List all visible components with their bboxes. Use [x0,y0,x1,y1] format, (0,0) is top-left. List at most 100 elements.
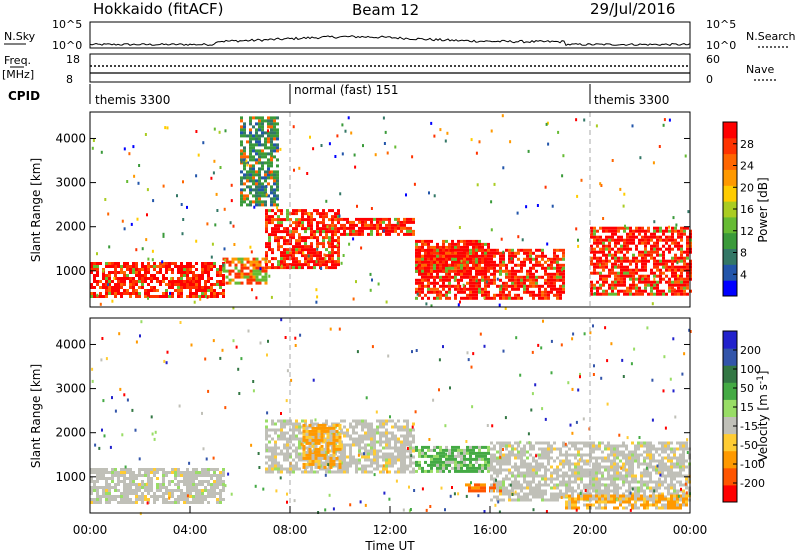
heatmap-cell [376,428,379,432]
heatmap-cell [430,463,433,467]
heatmap-cell [433,254,436,258]
heatmap-cell [565,462,568,466]
heatmap-cell [602,280,605,284]
heatmap-cell [442,242,445,246]
heatmap-cell [331,245,334,249]
heatmap-cell [421,245,424,249]
heatmap-cell [592,486,595,490]
heatmap-cell [394,455,397,459]
heatmap-cell [593,292,596,296]
heatmap-cell [123,283,126,286]
heatmap-cell [264,281,268,285]
heatmap-cell [358,437,361,441]
heatmap-cell [684,154,687,158]
heatmap-cell [610,480,613,484]
heatmap-cell [189,501,192,504]
heatmap-cell [454,263,457,267]
heatmap-cell [243,155,246,159]
heatmap-cell [385,223,388,227]
heatmap-cell [526,498,529,502]
heatmap-cell [267,134,270,138]
heatmap-cell [462,283,465,287]
heatmap-cell [204,265,207,268]
heatmap-cell [484,457,487,461]
colorbar-tick-label: 8 [740,247,747,260]
heatmap-cell [668,268,671,272]
heatmap-cell [274,464,277,468]
heatmap-cell [105,277,108,280]
heatmap-cell [526,287,529,291]
heatmap-cell [215,192,218,196]
heatmap-cell [214,223,217,227]
heatmap-cell [613,453,616,457]
heatmap-cell [474,489,477,493]
heatmap-cell [177,268,180,271]
heatmap-cell [463,448,466,452]
heatmap-cell [225,269,229,273]
heatmap-cell [283,434,286,438]
heatmap-cell [96,489,99,492]
heatmap-cell [686,244,689,248]
heatmap-cell [316,230,319,234]
heatmap-cell [204,280,207,283]
heatmap-cell [529,266,532,270]
heatmap-cell [332,462,336,466]
heatmap-cell [686,271,689,275]
heatmap-cell [364,431,367,435]
heatmap-cell [508,492,511,496]
heatmap-cell [355,464,358,468]
heatmap-cell [632,229,635,233]
heatmap-cell [114,468,117,471]
heatmap-cell [132,145,135,149]
heatmap-cell [454,242,457,246]
heatmap-cell [541,483,544,487]
heatmap-cell [361,446,364,450]
heatmap-cell [638,232,641,236]
heatmap-cell [141,268,144,271]
heatmap-cell [364,220,367,224]
heatmap-cell [280,236,283,240]
heatmap-cell [274,233,277,237]
heatmap-cell [608,283,611,287]
heatmap-cell [490,257,493,261]
heatmap-cell [514,480,517,484]
heatmap-cell [436,263,439,267]
heatmap-cell [334,227,337,231]
heatmap-cell [436,466,439,470]
heatmap-cell [599,182,602,186]
heatmap-cell [243,122,246,126]
heatmap-cell [568,480,571,484]
heatmap-cell [213,265,216,268]
heatmap-cell [337,467,340,471]
nsky-panel: N.Sky 10^5 10^0 10^5 10^0 N.Search [4,18,796,52]
heatmap-cell [358,217,361,221]
heatmap-cell [629,274,632,278]
heatmap-cell [647,226,650,230]
heatmap-cell [271,419,274,423]
heatmap-cell [295,464,298,468]
heatmap-cell [433,194,436,198]
heatmap-cell [320,267,323,270]
heatmap-cell [320,426,324,430]
heatmap-cell [439,128,442,132]
heatmap-cell [245,159,248,163]
heatmap-cell [206,295,209,299]
heatmap-cell [123,292,126,295]
heatmap-cell [141,474,144,477]
heatmap-cell [490,129,493,133]
heatmap-cell [501,114,504,118]
heatmap-cell [613,483,616,487]
heatmap-cell [265,455,268,459]
heatmap-cell [568,447,571,451]
heatmap-cell [635,262,638,266]
heatmap-cell [277,245,280,249]
heatmap-cell [90,501,93,504]
heatmap-cell [114,489,117,492]
heatmap-cell [355,470,358,474]
heatmap-cell [590,286,593,290]
heatmap-cell [493,260,496,264]
heatmap-cell [397,419,400,423]
heatmap-cell [283,425,286,429]
heatmap-cell [320,456,324,460]
